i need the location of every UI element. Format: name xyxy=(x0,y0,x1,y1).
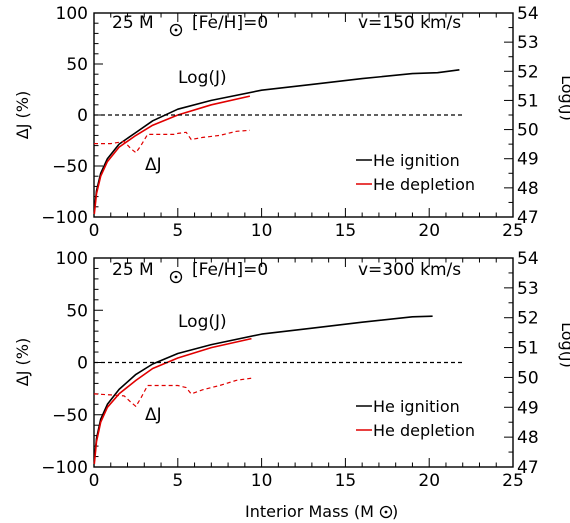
y-tick-label-right: 53 xyxy=(517,33,539,53)
y-tick-label-right: 49 xyxy=(517,398,539,418)
x-tick-label: 0 xyxy=(89,471,100,491)
x-axis-title: Interior Mass (M ) xyxy=(245,502,398,521)
legend-label-he-ignition: He ignition xyxy=(373,151,460,170)
bottom-panel: 0 5 10 15 20 25 100 50 0 −50 −100 54 53 52 51 50 49 48 4… xyxy=(13,249,570,521)
series-layer xyxy=(93,69,463,215)
mass-annotation: 25 M xyxy=(112,13,154,33)
solar-mass-symbol xyxy=(379,505,393,519)
y-tick-label-right: 47 xyxy=(517,208,539,228)
tick-marks xyxy=(93,257,514,468)
x-tick-label: 5 xyxy=(172,221,183,241)
right-y-tick-labels: 54 53 52 51 50 49 48 47 xyxy=(517,4,539,228)
x-axis-title-close: ) xyxy=(392,502,398,521)
series-line-j xyxy=(93,377,252,407)
solar-mass-symbol xyxy=(169,270,183,284)
logj-annotation: Log(J) xyxy=(178,68,227,88)
x-tick-label: 5 xyxy=(172,471,183,491)
y-tick-label-left: −50 xyxy=(52,406,88,426)
right-y-tick-labels: 54 53 52 51 50 49 48 47 xyxy=(517,249,539,478)
series-line-he-depletion xyxy=(93,337,252,465)
series-line-he-ignition xyxy=(93,315,433,462)
mass-annotation: 25 M xyxy=(112,260,154,280)
y-tick-label-right: 52 xyxy=(517,62,539,82)
x-tick-label: 10 xyxy=(251,221,273,241)
y-tick-label-right: 50 xyxy=(517,121,539,141)
y-tick-label-right: 52 xyxy=(517,309,539,329)
x-tick-label: 25 xyxy=(502,221,524,241)
y-tick-label-left: −50 xyxy=(52,157,88,177)
series-line-he-ignition xyxy=(93,69,460,212)
top-panel: 0 5 10 15 20 25 100 50 0 −50 −100 54 53 52 51 50 49 48 4… xyxy=(13,4,570,241)
metallicity-annotation: [Fe/H]=0 xyxy=(192,13,268,33)
y-tick-label-right: 53 xyxy=(517,279,539,299)
x-tick-label: 10 xyxy=(251,471,273,491)
y-tick-label-left: −100 xyxy=(41,458,88,478)
velocity-annotation: v=300 km/s xyxy=(358,260,461,280)
x-tick-label: 0 xyxy=(89,221,100,241)
right-y-axis-title: Log(J) xyxy=(558,75,570,121)
delta-j-annotation: ΔJ xyxy=(145,405,162,425)
series-line-he-depletion xyxy=(93,95,251,215)
y-tick-label-left: 0 xyxy=(77,354,88,374)
y-tick-label-left: −100 xyxy=(41,208,88,228)
y-tick-label-left: 0 xyxy=(77,106,88,126)
velocity-annotation: v=150 km/s xyxy=(358,13,461,33)
y-tick-label-right: 54 xyxy=(517,249,539,269)
left-y-axis-title: ΔJ (%) xyxy=(13,91,32,139)
x-tick-label: 25 xyxy=(502,471,524,491)
legend-label-he-ignition: He ignition xyxy=(373,397,460,416)
x-axis-title-text: Interior Mass (M xyxy=(245,502,374,521)
logj-annotation: Log(J) xyxy=(178,312,227,332)
legend-label-he-depletion: He depletion xyxy=(373,421,475,440)
y-tick-label-right: 48 xyxy=(517,179,539,199)
legend-label-he-depletion: He depletion xyxy=(373,175,475,194)
y-tick-label-left: 50 xyxy=(66,55,88,75)
delta-j-annotation: ΔJ xyxy=(145,155,162,175)
legend: He ignition He depletion xyxy=(356,397,475,440)
metallicity-annotation: [Fe/H]=0 xyxy=(192,260,268,280)
y-tick-label-right: 50 xyxy=(517,368,539,388)
y-tick-label-right: 48 xyxy=(517,428,539,448)
tick-marks xyxy=(93,12,514,218)
left-y-axis-title: ΔJ (%) xyxy=(13,338,32,386)
y-tick-label-left: 50 xyxy=(66,301,88,321)
y-tick-label-left: 100 xyxy=(56,4,88,24)
x-tick-label: 15 xyxy=(335,221,357,241)
left-y-tick-labels: 100 50 0 −50 −100 xyxy=(41,249,88,478)
x-tick-labels: 0 5 10 15 20 25 xyxy=(89,221,524,241)
right-y-axis-title: Log(J) xyxy=(558,322,570,368)
solar-mass-symbol xyxy=(169,23,183,37)
y-tick-label-right: 49 xyxy=(517,150,539,170)
x-tick-label: 15 xyxy=(335,471,357,491)
y-tick-label-right: 54 xyxy=(517,4,539,24)
x-tick-label: 20 xyxy=(418,221,440,241)
series-layer xyxy=(93,315,463,465)
left-y-tick-labels: 100 50 0 −50 −100 xyxy=(41,4,88,228)
y-tick-label-right: 47 xyxy=(517,458,539,478)
y-tick-label-right: 51 xyxy=(517,339,539,359)
x-tick-label: 20 xyxy=(418,471,440,491)
x-tick-labels: 0 5 10 15 20 25 xyxy=(89,471,524,491)
y-tick-label-left: 100 xyxy=(56,249,88,269)
y-tick-label-right: 51 xyxy=(517,91,539,111)
legend: He ignition He depletion xyxy=(356,151,475,194)
